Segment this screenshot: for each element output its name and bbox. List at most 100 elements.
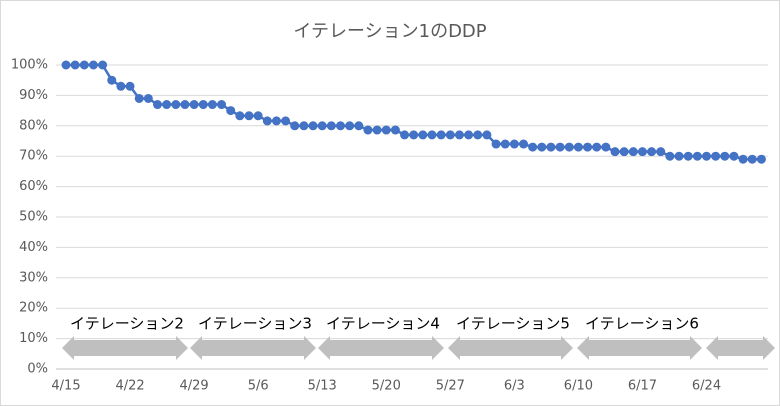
data-point: [702, 151, 711, 161]
data-point: [308, 121, 318, 131]
data-point: [235, 111, 245, 121]
x-tick-label: 6/17: [628, 379, 657, 394]
data-point: [720, 151, 730, 161]
data-point: [683, 151, 693, 161]
data-point: [555, 142, 565, 152]
data-point: [436, 130, 446, 140]
iteration-arrow: [62, 336, 188, 360]
data-point: [583, 142, 593, 152]
y-tick-label: 50%: [19, 210, 48, 225]
iteration-arrow: [190, 336, 316, 360]
data-point: [573, 142, 583, 152]
data-point: [482, 130, 492, 140]
data-point: [692, 151, 702, 161]
y-tick-label: 80%: [19, 118, 48, 133]
data-point: [390, 125, 400, 135]
x-tick-label: 5/27: [436, 379, 465, 394]
data-point: [134, 93, 144, 103]
data-point: [207, 100, 217, 110]
y-tick-label: 10%: [19, 331, 48, 346]
data-point: [381, 125, 391, 135]
data-point: [454, 130, 464, 140]
data-point: [445, 130, 455, 140]
y-tick-label: 70%: [19, 149, 48, 164]
data-point: [326, 121, 336, 131]
y-tick-label: 60%: [19, 179, 48, 194]
data-point: [281, 116, 291, 126]
data-point: [354, 121, 364, 131]
y-tick-label: 40%: [19, 240, 48, 255]
y-tick-label: 100%: [11, 58, 48, 73]
data-point: [262, 116, 272, 126]
data-point: [226, 106, 236, 116]
x-tick-label: 4/15: [51, 379, 80, 394]
data-point: [244, 111, 254, 121]
data-point: [592, 142, 602, 152]
y-tick-label: 30%: [19, 270, 48, 285]
data-point: [162, 100, 172, 110]
data-point: [747, 154, 757, 164]
data-point: [738, 154, 748, 164]
y-tick-label: 90%: [19, 88, 48, 103]
data-point: [711, 151, 721, 161]
data-point: [125, 81, 135, 91]
data-point: [647, 147, 657, 157]
data-point: [143, 93, 153, 103]
data-point: [500, 139, 510, 149]
x-tick-label: 5/13: [308, 379, 337, 394]
x-tick-label: 5/6: [248, 379, 269, 394]
iteration-label: イテレーション6: [585, 315, 699, 333]
y-tick-label: 20%: [19, 301, 48, 316]
data-point: [564, 142, 574, 152]
data-point: [107, 75, 117, 85]
iteration-label: イテレーション3: [198, 315, 312, 333]
data-point: [619, 147, 629, 157]
data-point: [418, 130, 428, 140]
data-point: [363, 125, 373, 135]
data-point: [674, 151, 684, 161]
data-point: [198, 100, 208, 110]
data-point: [637, 147, 647, 157]
iteration-arrow: [448, 336, 573, 360]
iteration-label: イテレーション4: [326, 315, 440, 333]
data-point: [98, 60, 108, 70]
data-point: [180, 100, 190, 110]
data-point: [628, 147, 638, 157]
x-tick-label: 6/24: [692, 379, 721, 394]
data-point: [290, 121, 300, 131]
data-point: [509, 139, 519, 149]
data-point: [729, 151, 739, 161]
data-point: [610, 147, 620, 157]
data-point: [400, 130, 410, 140]
data-point: [665, 151, 675, 161]
data-point: [546, 142, 556, 152]
data-point: [153, 100, 162, 110]
data-point: [473, 130, 483, 140]
data-point: [271, 116, 281, 126]
data-point: [253, 111, 263, 121]
data-point: [88, 60, 98, 70]
data-point: [537, 142, 547, 152]
y-tick-label: 0%: [27, 362, 48, 377]
data-point: [61, 60, 71, 70]
iteration-label: イテレーション2: [70, 315, 184, 333]
data-point: [528, 142, 538, 152]
data-point: [317, 121, 327, 131]
iteration-arrow: [706, 336, 775, 360]
iteration-arrow: [318, 336, 444, 360]
data-point: [336, 121, 345, 131]
data-point: [345, 121, 355, 131]
data-point: [409, 130, 419, 140]
x-tick-label: 6/10: [564, 379, 593, 394]
data-point: [491, 139, 501, 149]
data-point: [601, 142, 611, 152]
x-tick-label: 6/3: [504, 379, 525, 394]
data-point: [427, 130, 437, 140]
data-point: [464, 130, 474, 140]
data-point: [70, 60, 80, 70]
x-tick-label: 5/20: [372, 379, 401, 394]
data-point: [372, 125, 382, 135]
data-point: [656, 147, 666, 157]
data-point: [519, 139, 528, 149]
